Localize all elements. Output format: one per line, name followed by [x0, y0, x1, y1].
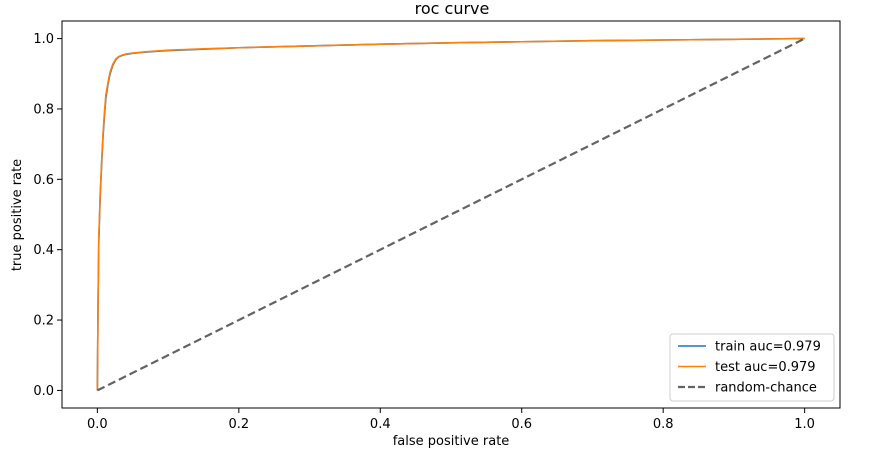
legend-label-0: train auc=0.979 [715, 340, 821, 355]
x-axis-title: false positive rate [393, 434, 510, 449]
legend-label-2: random-chance [715, 381, 817, 396]
x-tick-label: 1.0 [794, 417, 815, 432]
legend-box [669, 333, 835, 402]
y-tick-label: 0.4 [33, 243, 54, 258]
x-tick-label: 0.8 [653, 417, 674, 432]
y-axis: 0.0 0.2 0.4 0.6 0.8 1.0 [33, 32, 62, 399]
y-tick-label: 1.0 [33, 32, 54, 47]
y-axis-title: true positive rate [10, 159, 25, 271]
legend-label-1: test auc=0.979 [715, 360, 816, 375]
x-tick-label: 0.0 [87, 417, 108, 432]
x-tick-label: 0.2 [228, 417, 249, 432]
x-tick-label: 0.6 [511, 417, 532, 432]
y-tick-label: 0.6 [33, 173, 54, 188]
y-tick-label: 0.2 [33, 314, 54, 329]
legend: train auc=0.979 test auc=0.979 random-chan… [669, 333, 835, 402]
chart-title: roc curve [415, 0, 490, 18]
x-tick-label: 0.4 [370, 417, 391, 432]
y-tick-label: 0.0 [33, 384, 54, 399]
y-tick-label: 0.8 [33, 102, 54, 117]
series-line-1 [96, 37, 805, 391]
plot-lines [96, 37, 806, 392]
x-axis: 0.0 0.2 0.4 0.6 0.8 1.0 [87, 408, 815, 432]
plot-frame [61, 20, 841, 409]
